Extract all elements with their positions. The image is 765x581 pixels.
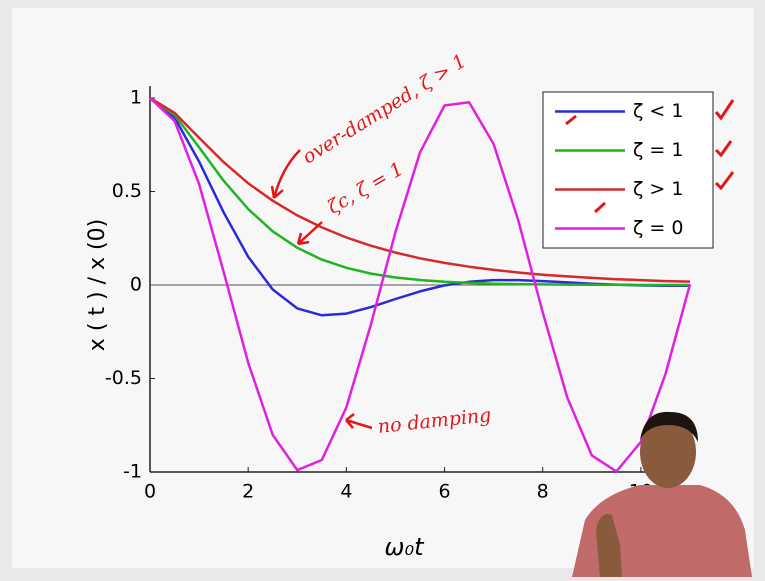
legend-box xyxy=(543,92,713,248)
x-tick-label: 8 xyxy=(537,481,549,503)
y-tick-label: 1 xyxy=(130,87,142,109)
x-tick-label: 2 xyxy=(242,481,254,503)
x-tick-label: 0 xyxy=(144,481,156,503)
x-tick-label: 6 xyxy=(438,481,450,503)
y-tick-label: 0 xyxy=(130,274,142,296)
x-tick-label: 4 xyxy=(340,481,352,503)
y-axis-label: x ( t ) / x (0) xyxy=(85,219,110,351)
legend-label: ζ = 0 xyxy=(633,217,683,239)
slide: 10.50-0.5-10246810ζ < 1ζ = 1ζ > 1ζ = 0 ω… xyxy=(0,0,765,577)
y-tick-label: 0.5 xyxy=(112,180,142,202)
y-tick-label: -1 xyxy=(123,461,142,483)
legend-label: ζ = 1 xyxy=(633,139,683,161)
x-axis-label: ω₀t xyxy=(384,533,425,561)
y-tick-label: -0.5 xyxy=(105,367,142,389)
legend-label: ζ < 1 xyxy=(633,100,683,122)
page: 10.50-0.5-10246810ζ < 1ζ = 1ζ > 1ζ = 0 ω… xyxy=(0,0,765,581)
legend-label: ζ > 1 xyxy=(633,178,683,200)
